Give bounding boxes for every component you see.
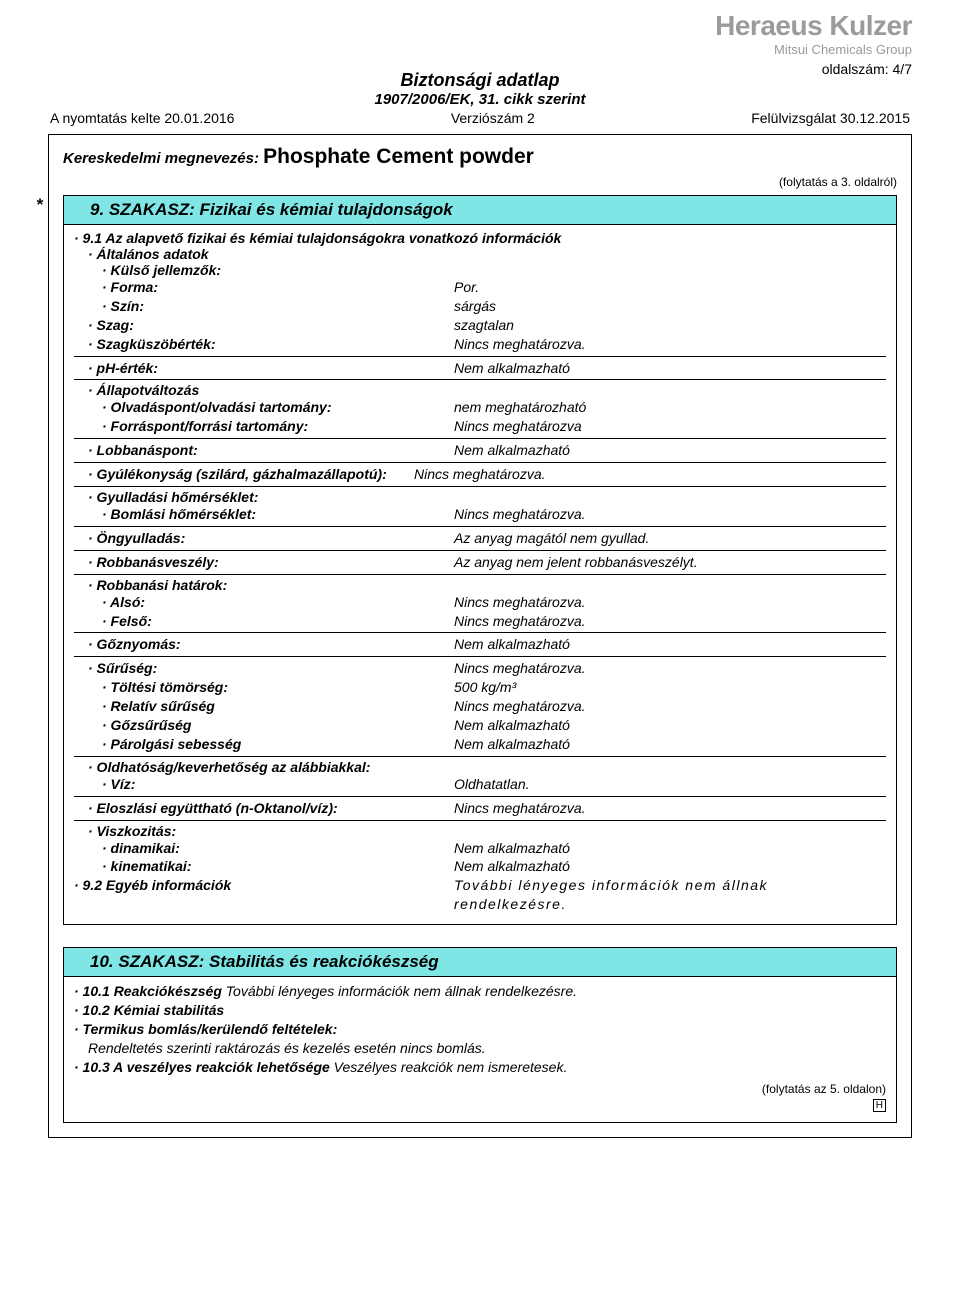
odorth-value: Nincs meghatározva. [454, 335, 886, 354]
section-9-header: 9. SZAKASZ: Fizikai és kémiai tulajdonsá… [63, 195, 897, 225]
therm-value: Rendeltetés szerinti raktározás és kezel… [74, 1039, 886, 1058]
h-mark: H [873, 1099, 886, 1112]
odor-label: · Szag: [74, 316, 454, 335]
s101-label: · 10.1 Reakciókészség [74, 983, 222, 999]
section-10-title: 10. SZAKASZ: Stabilitás és reakciókészsé… [90, 952, 439, 971]
logo-main-text: Heraeus Kulzer [715, 10, 912, 42]
continued-from: (folytatás a 3. oldalról) [63, 175, 897, 189]
melt-label: · Olvadáspont/olvadási tartomány: [74, 398, 454, 417]
section-10: 10. SZAKASZ: Stabilitás és reakciókészsé… [63, 947, 897, 1123]
decomp-value: Nincs meghatározva. [454, 505, 886, 524]
water-label: · Víz: [74, 775, 454, 794]
flash-value: Nem alkalmazható [454, 441, 886, 460]
flamm-value: Nincs meghatározva. [414, 465, 546, 484]
content-box: Kereskedelmi megnevezés: Phosphate Cemen… [48, 134, 912, 1138]
appearance-heading: · Külső jellemzők: [74, 262, 886, 278]
brand-logo: Heraeus Kulzer Mitsui Chemicals Group ol… [715, 10, 912, 77]
other-label: · 9.2 Egyéb információk [74, 876, 454, 914]
form-value: Por. [454, 278, 886, 297]
part-label: · Eloszlási együttható (n-Oktanol/víz): [74, 799, 454, 818]
statechange-heading: · Állapotváltozás [74, 382, 886, 398]
selfign-value: Az anyag magától nem gyullad. [454, 529, 886, 548]
dyn-label: · dinamikai: [74, 839, 454, 858]
part-value: Nincs meghatározva. [454, 799, 886, 818]
reld-value: Nincs meghatározva. [454, 697, 886, 716]
section-9-title: 9. SZAKASZ: Fizikai és kémiai tulajdonsá… [90, 200, 453, 219]
other-value: További lényeges információk nem állnak … [454, 876, 886, 914]
bulk-label: · Töltési tömörség: [74, 678, 454, 697]
water-value: Oldhatatlan. [454, 775, 886, 794]
flamm-label: · Gyúlékonyság (szilárd, gázhalmazállapo… [74, 465, 454, 484]
upper-value: Nincs meghatározva. [454, 612, 886, 631]
lower-label: · Alsó: [74, 593, 454, 612]
form-label: · Forma: [74, 278, 454, 297]
ph-value: Nem alkalmazható [454, 359, 886, 378]
flash-label: · Lobbanáspont: [74, 441, 454, 460]
version-number: Verziószám 2 [451, 110, 535, 126]
color-value: sárgás [454, 297, 886, 316]
odor-value: szagtalan [454, 316, 886, 335]
product-row: Kereskedelmi megnevezés: Phosphate Cemen… [63, 145, 897, 169]
upper-label: · Felső: [74, 612, 454, 631]
continued-to: (folytatás az 5. oldalon) [74, 1081, 886, 1097]
product-name: Phosphate Cement powder [263, 145, 534, 168]
igntemp-heading: · Gyulladási hőmérséklet: [74, 489, 886, 505]
evap-label: · Párolgási sebesség [74, 735, 454, 754]
visc-heading: · Viszkozitás: [74, 823, 886, 839]
reld-label: · Relatív sűrűség [74, 697, 454, 716]
change-asterisk: * [36, 195, 43, 215]
therm-heading: · Termikus bomlás/kerülendő feltételek: [74, 1020, 886, 1039]
s101-value: További lényeges információk nem állnak … [226, 983, 577, 999]
s102-heading: · 10.2 Kémiai stabilitás [74, 1001, 886, 1020]
s91-heading: · 9.1 Az alapvető fizikai és kémiai tula… [74, 230, 886, 246]
explhaz-value: Az anyag nem jelent robbanásveszélyt. [454, 553, 886, 572]
dens-value: Nincs meghatározva. [454, 659, 886, 678]
s103-value: Veszélyes reakciók nem ismeretesek. [334, 1059, 568, 1075]
explhaz-label: · Robbanásveszély: [74, 553, 454, 572]
section-9-body: · 9.1 Az alapvető fizikai és kémiai tula… [64, 224, 896, 924]
kin-label: · kinematikai: [74, 857, 454, 876]
vapp-value: Nem alkalmazható [454, 635, 886, 654]
logo-sub-text: Mitsui Chemicals Group [715, 42, 912, 57]
product-label: Kereskedelmi megnevezés: [63, 150, 259, 167]
vapp-label: · Gőznyomás: [74, 635, 454, 654]
print-date: A nyomtatás kelte 20.01.2016 [50, 110, 234, 126]
solub-heading: · Oldhatóság/keverhetőség az alábbiakkal… [74, 759, 886, 775]
evap-value: Nem alkalmazható [454, 735, 886, 754]
page-number: oldalszám: 4/7 [715, 61, 912, 77]
bulk-value: 500 kg/m³ [454, 678, 886, 697]
section-9: 9. SZAKASZ: Fizikai és kémiai tulajdonsá… [63, 195, 897, 925]
kin-value: Nem alkalmazható [454, 857, 886, 876]
odorth-label: · Szagküszöbérték: [74, 335, 454, 354]
vapd-value: Nem alkalmazható [454, 716, 886, 735]
meta-row: A nyomtatás kelte 20.01.2016 Verziószám … [48, 110, 912, 126]
ph-label: · pH-érték: [74, 359, 454, 378]
vapd-label: · Gőzsűrűség [74, 716, 454, 735]
color-label: · Szín: [74, 297, 454, 316]
dyn-value: Nem alkalmazható [454, 839, 886, 858]
general-heading: · Általános adatok [74, 246, 886, 262]
dens-label: · Sűrűség: [74, 659, 454, 678]
expllim-heading: · Robbanási határok: [74, 577, 886, 593]
decomp-label: · Bomlási hőmérséklet: [74, 505, 454, 524]
section-10-header: 10. SZAKASZ: Stabilitás és reakciókészsé… [63, 947, 897, 977]
section-10-body: · 10.1 Reakciókészség További lényeges i… [64, 976, 896, 1122]
selfign-label: · Öngyulladás: [74, 529, 454, 548]
s103-label: · 10.3 A veszélyes reakciók lehetősége [74, 1059, 330, 1075]
doc-subtitle: 1907/2006/EK, 31. cikk szerint [48, 91, 912, 108]
revision-date: Felülvizsgálat 30.12.2015 [751, 110, 910, 126]
lower-value: Nincs meghatározva. [454, 593, 886, 612]
boil-value: Nincs meghatározva [454, 417, 886, 436]
boil-label: · Forráspont/forrási tartomány: [74, 417, 454, 436]
melt-value: nem meghatározható [454, 398, 886, 417]
